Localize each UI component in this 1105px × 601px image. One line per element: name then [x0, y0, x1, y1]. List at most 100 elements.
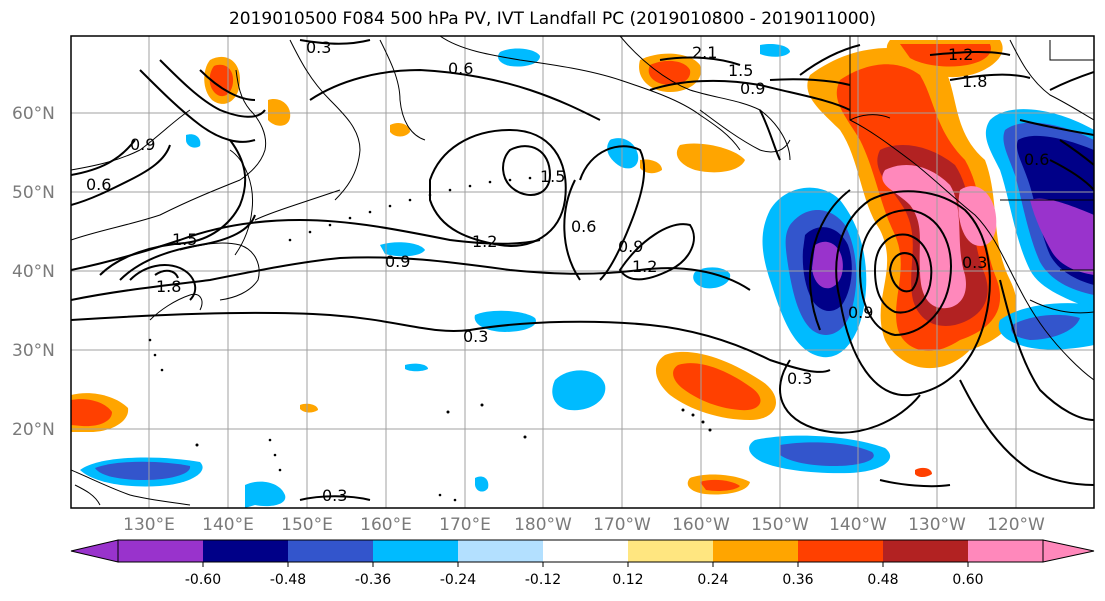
colorbar-swatch	[203, 540, 288, 562]
lat-label: 40°N	[12, 262, 55, 282]
colorbar-swatch	[798, 540, 883, 562]
positive-anomaly-region	[640, 159, 662, 174]
lon-label: 140°E	[202, 515, 254, 535]
islands	[148, 176, 712, 502]
negative-anomaly-region	[607, 138, 639, 169]
contour-label: 0.6	[571, 217, 596, 236]
pv-contours	[71, 39, 1094, 501]
map-frame	[70, 35, 1095, 509]
colorbar-extend-low	[70, 539, 119, 563]
contour-label: 0.3	[463, 327, 488, 346]
lon-label: 140°W	[829, 515, 887, 535]
lon-label: 160°E	[360, 515, 412, 535]
contour-label: 0.9	[130, 135, 155, 154]
contour-label: 1.2	[948, 45, 973, 64]
negative-anomaly-region	[405, 363, 428, 372]
positive-anomaly-region	[882, 165, 966, 309]
colorbar-swatch	[373, 540, 458, 562]
positive-anomaly-region	[71, 399, 112, 427]
contour-label: 1.5	[728, 61, 753, 80]
colorbar-tick-label: 0.36	[782, 572, 814, 588]
colorbar-tick-label: 0.24	[697, 572, 729, 588]
lon-label: 150°W	[751, 515, 809, 535]
positive-anomaly-region	[676, 143, 745, 173]
colorbar	[70, 539, 1095, 567]
positive-anomaly-region	[915, 467, 932, 477]
negative-anomaly-region	[95, 461, 191, 480]
contour-label: 1.5	[540, 167, 565, 186]
lon-label: 160°W	[672, 515, 730, 535]
positive-anomaly-region	[958, 186, 997, 246]
colorbar-swatch	[118, 540, 203, 562]
lon-label: 130°W	[908, 515, 966, 535]
positive-anomaly-region	[900, 44, 991, 67]
positive-anomaly-region	[268, 99, 291, 126]
colorbar-tick-label: -0.12	[524, 572, 562, 588]
colorbar-swatch	[458, 540, 543, 562]
positive-anomaly-region	[673, 363, 761, 411]
positive-anomaly-region	[209, 64, 234, 97]
colorbar-tick-label: -0.60	[184, 572, 222, 588]
colorbar-tick-label: 0.48	[867, 572, 899, 588]
lat-label: 20°N	[12, 420, 55, 440]
contour-label: 0.3	[322, 486, 347, 505]
contour-label: 0.9	[618, 237, 643, 256]
colorbar-tick-label: -0.48	[269, 572, 307, 588]
negative-anomaly-region	[812, 241, 843, 289]
lon-label: 170°E	[439, 515, 491, 535]
positive-anomaly-region	[700, 479, 740, 491]
contour-label: 1.8	[156, 277, 181, 296]
negative-anomaly-region	[1030, 198, 1094, 275]
colorbar-swatch	[883, 540, 968, 562]
colorbar-tick-label: -0.36	[354, 572, 392, 588]
contour-label: 1.8	[962, 72, 987, 91]
lat-label: 30°N	[12, 341, 55, 361]
negative-anomaly-region	[780, 442, 874, 466]
negative-anomaly-region	[760, 43, 790, 57]
lat-label: 50°N	[12, 183, 55, 203]
contour-label: 2.1	[692, 43, 717, 62]
positive-anomaly-region	[300, 403, 318, 413]
colorbar-swatch	[543, 540, 628, 562]
negative-anomaly-region	[498, 48, 540, 67]
map-gridlines	[71, 36, 1094, 508]
colorbar-swatch	[968, 540, 1043, 562]
negative-anomaly-region	[552, 370, 606, 411]
lon-label: 120°W	[987, 515, 1045, 535]
lon-label: 150°E	[281, 515, 333, 535]
negative-anomaly-region	[1011, 314, 1080, 340]
colorbar-swatch	[628, 540, 713, 562]
negative-anomaly-region	[245, 481, 286, 508]
colorbar-tick-label: 0.60	[952, 572, 984, 588]
contour-label: 1.2	[632, 257, 657, 276]
contour-label: 0.9	[740, 79, 765, 98]
coastlines	[71, 36, 1094, 506]
colorbar-extend-high	[1042, 539, 1095, 563]
lon-label: 170°W	[593, 515, 651, 535]
contour-labels: 0.3 0.6 0.9 1.2 1.5 1.8 2.1 0.6 0.9 1.5 …	[86, 38, 1049, 505]
lat-label: 60°N	[12, 104, 55, 124]
negative-anomaly-region	[475, 476, 489, 492]
negative-anomaly-region	[186, 134, 201, 148]
lon-label: 180°W	[514, 515, 572, 535]
positive-anomaly-region	[390, 122, 410, 137]
positive-anomaly-region	[648, 60, 691, 86]
contour-label: 0.6	[448, 59, 473, 78]
colorbar-tick-label: 0.12	[612, 572, 644, 588]
colorbar-swatch	[713, 540, 798, 562]
colorbar-frame	[117, 539, 1044, 563]
contour-label: 0.9	[848, 303, 873, 322]
chart-title: 2019010500 F084 500 hPa PV, IVT Landfall…	[228, 9, 876, 29]
contour-label: 0.6	[1024, 150, 1049, 169]
negative-anomaly-region	[693, 267, 731, 289]
colorbar-swatch	[288, 540, 373, 562]
contour-label: 0.3	[306, 38, 331, 57]
lon-label: 130°E	[123, 515, 175, 535]
contour-label: 1.5	[172, 230, 197, 249]
colorbar-tick-label: -0.24	[439, 572, 477, 588]
contour-label: 1.2	[472, 232, 497, 251]
contour-label: 0.9	[385, 252, 410, 271]
negative-anomaly-region	[380, 242, 425, 257]
contour-label: 0.6	[86, 175, 111, 194]
